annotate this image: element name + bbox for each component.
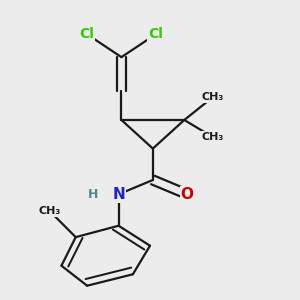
Text: CH₃: CH₃ xyxy=(39,206,61,216)
Text: Cl: Cl xyxy=(148,27,163,41)
Text: CH₃: CH₃ xyxy=(202,92,224,102)
Text: Cl: Cl xyxy=(80,27,94,41)
Text: N: N xyxy=(112,187,125,202)
Text: O: O xyxy=(181,187,194,202)
Text: CH₃: CH₃ xyxy=(202,132,224,142)
Text: H: H xyxy=(88,188,98,201)
